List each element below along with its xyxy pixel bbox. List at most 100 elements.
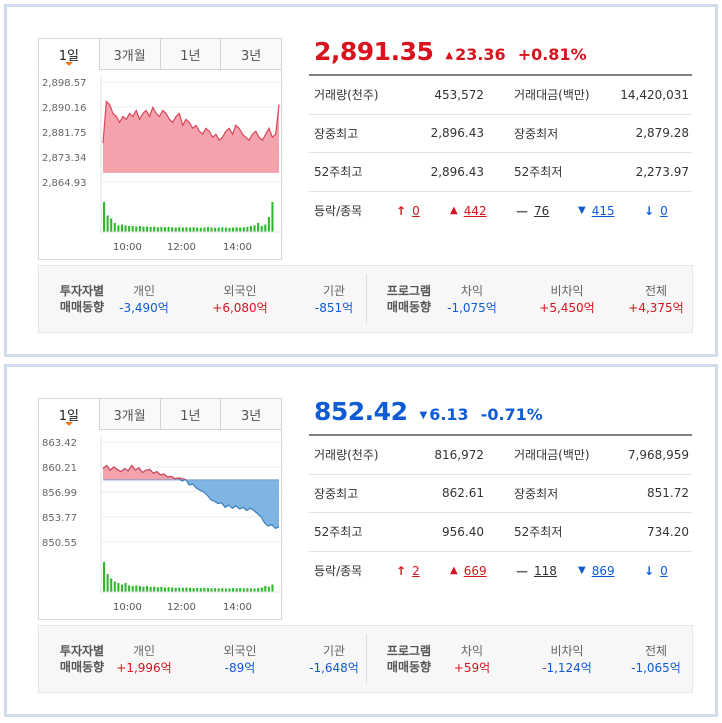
stat-value: 956.40 [442, 524, 484, 539]
volume-bar [120, 584, 123, 592]
trend-value: -851억 [314, 301, 354, 315]
y-tick-label: 863.42 [42, 438, 77, 449]
volume-bar [267, 586, 270, 592]
volume-bar [192, 227, 195, 232]
stat-label: 52주최저 [514, 165, 563, 180]
volume-bar [206, 227, 209, 232]
price-line [102, 100, 280, 144]
divider [366, 274, 367, 324]
index-header: 852.42 ▼ 6.13 -0.71% [314, 397, 543, 433]
volume-bar [124, 225, 127, 232]
volume-bar [232, 588, 235, 592]
stat-value: 734.20 [647, 524, 689, 539]
investors-title-line1: 투자자별 [59, 644, 105, 658]
stat-label: 장중최고 [314, 126, 359, 141]
volume-bar [228, 588, 231, 592]
volume-bar [124, 583, 127, 592]
volume-bar [189, 587, 192, 592]
volume-bar [113, 581, 116, 592]
investors-item: 기관 -851억 [294, 283, 374, 317]
volume-bar [178, 227, 181, 232]
volume-bar [174, 227, 177, 232]
volume-bar [156, 227, 159, 232]
trend-label: 기관 [322, 644, 346, 658]
updown-row: 등락/종목 ↑ 2 ▲ 669—118 ▼ 869 ↓ 0 [309, 552, 692, 591]
volume-bar [131, 226, 134, 232]
program-title: 프로그램 매매동향 [374, 283, 444, 315]
volume-bar [196, 227, 199, 232]
volume-bar [128, 585, 131, 592]
kosdaq-panel: 1일 3개월 1년 3년 863.42 860.21 856.99 853.77 850.55 1… [4, 364, 718, 717]
upper-limit-link[interactable]: 0 [412, 203, 420, 218]
area-fill-up [103, 465, 279, 480]
tab-period-0[interactable]: 1일 [38, 38, 100, 70]
volume-bar [135, 585, 138, 592]
program-item: 차익 -1,075억 [432, 283, 512, 317]
trading-trends-box: 투자자별 매매동향 개인 +1,996억 외국인 -89억 기관 -1,648억 프로그램 매매동… [38, 625, 693, 693]
volume-bar [199, 588, 202, 592]
lower-limit-link[interactable]: 0 [660, 203, 668, 218]
tab-period-3[interactable]: 3년 [221, 38, 282, 70]
advancers-link[interactable]: 669 [463, 563, 487, 578]
upper-limit-link[interactable]: 2 [412, 563, 420, 578]
unchanged-link[interactable]: 118 [534, 563, 557, 578]
volume-bar [149, 586, 152, 592]
lower-limit-link[interactable]: 0 [660, 563, 668, 578]
volume-bar [110, 218, 113, 232]
y-tick-label: 850.55 [42, 538, 77, 549]
trend-value: +5,450억 [539, 301, 595, 315]
volume-bar [117, 583, 120, 592]
tab-period-2[interactable]: 1년 [160, 38, 222, 70]
tab-period-1[interactable]: 3개월 [99, 38, 161, 70]
stat-label: 52주최고 [314, 165, 363, 180]
volume-bar [242, 227, 245, 232]
upper-limit: ↑ 0 [384, 204, 438, 218]
investors-item: 개인 +1,996억 [104, 643, 184, 677]
tab-period-1[interactable]: 3개월 [99, 398, 161, 430]
investors-item: 외국인 +6,080억 [200, 283, 280, 317]
volume-bar [253, 588, 256, 592]
volume-bar [214, 227, 217, 232]
x-tick-label: 12:00 [167, 242, 196, 253]
stats-row: 거래량(천주) 816,972 거래대금(백만) 7,968,959 [309, 436, 692, 475]
program-title-line2: 매매동향 [386, 660, 432, 674]
volume-bar [221, 227, 224, 232]
stats-row: 장중최고 862.61 장중최저 851.72 [309, 475, 692, 513]
index-change-pct: -0.71% [480, 405, 543, 424]
updown-label: 등락/종목 [314, 564, 363, 579]
trend-label: 외국인 [223, 644, 257, 658]
volume-bar [199, 227, 202, 232]
volume-bar [174, 587, 177, 592]
volume-bar [185, 227, 188, 232]
stat-value: 2,879.28 [635, 126, 689, 141]
area-fill-down [103, 479, 279, 529]
volume-bar [167, 226, 170, 232]
tab-period-0[interactable]: 1일 [38, 398, 100, 430]
dash-icon: — [516, 203, 528, 218]
volume-bar [242, 588, 245, 592]
arrow-down-icon: ↓ [644, 563, 655, 578]
decliners-link[interactable]: 415 [591, 203, 615, 218]
tab-period-2[interactable]: 1년 [160, 398, 222, 430]
volume-bar [192, 588, 195, 592]
lower-limit: ↓ 0 [632, 564, 682, 578]
investors-title: 투자자별 매매동향 [47, 643, 117, 675]
volume-bar [232, 227, 235, 232]
unchanged-link[interactable]: 76 [534, 203, 550, 218]
advancers-link[interactable]: 442 [463, 203, 487, 218]
stat-label: 거래량(천주) [314, 448, 379, 463]
volume-bar [239, 227, 242, 232]
kospi-panel: 1일 3개월 1년 3년 2,898.57 2,890.16 2,881.75 2,873.3… [4, 4, 718, 357]
volume-bar [217, 588, 220, 592]
volume-bar [264, 586, 267, 592]
volume-bar [181, 227, 184, 232]
volume-bar [271, 584, 274, 592]
volume-bar [120, 224, 123, 232]
volume-bar [160, 226, 163, 232]
tab-period-3[interactable]: 3년 [221, 398, 282, 430]
program-item: 전체 +4,375억 [616, 283, 696, 317]
decliners-link[interactable]: 869 [591, 563, 615, 578]
index-change: ▼ 6.13 [419, 405, 468, 424]
volume-bar [206, 588, 209, 592]
triangle-down-icon: ▼ [578, 565, 586, 577]
